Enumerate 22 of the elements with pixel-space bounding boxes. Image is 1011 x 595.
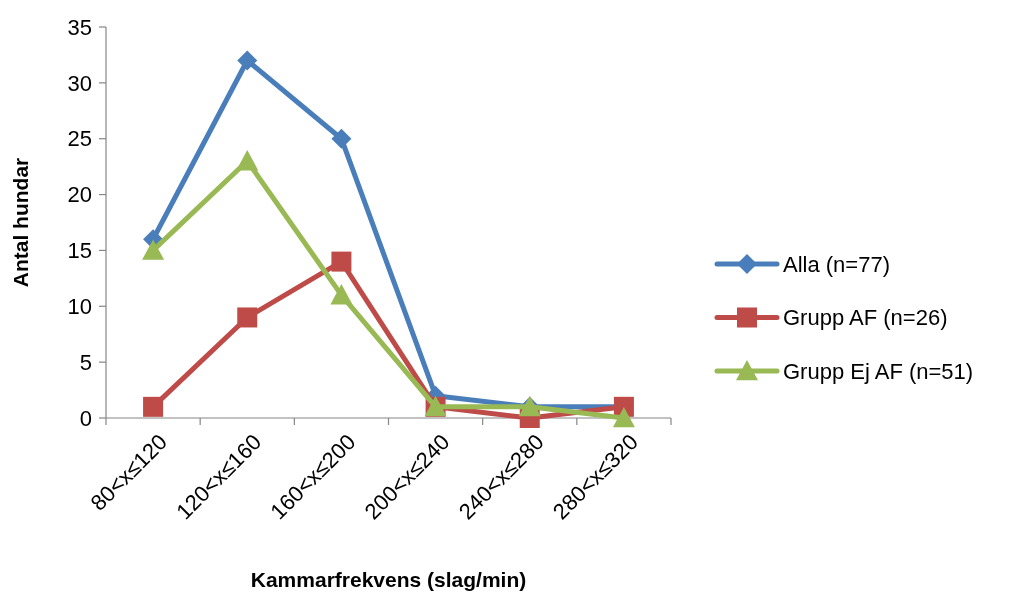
point: [331, 251, 352, 272]
legend-label: Grupp AF (n=26): [783, 305, 948, 331]
y-tick-label: 35: [67, 14, 92, 40]
point: [612, 407, 635, 428]
x-axis-title: Kammarfrekvens (slag/min): [250, 568, 527, 591]
y-tick-label: 0: [79, 405, 92, 431]
y-tick-label: 25: [67, 126, 92, 152]
y-axis-title: Antal hundar: [9, 157, 32, 288]
y-tick-label: 10: [67, 293, 92, 319]
point: [142, 239, 165, 260]
y-tick-label: 30: [67, 70, 92, 96]
legend-label: Grupp Ej AF (n=51): [783, 358, 974, 384]
point: [330, 284, 353, 305]
point: [237, 50, 258, 71]
legend-label: Alla (n=77): [783, 251, 891, 277]
point: [237, 307, 258, 328]
point: [331, 128, 352, 149]
y-tick-label: 20: [67, 182, 92, 208]
point: [143, 396, 164, 417]
point: [236, 150, 259, 171]
y-tick-label: 15: [67, 238, 92, 264]
y-tick-label: 5: [79, 349, 92, 375]
